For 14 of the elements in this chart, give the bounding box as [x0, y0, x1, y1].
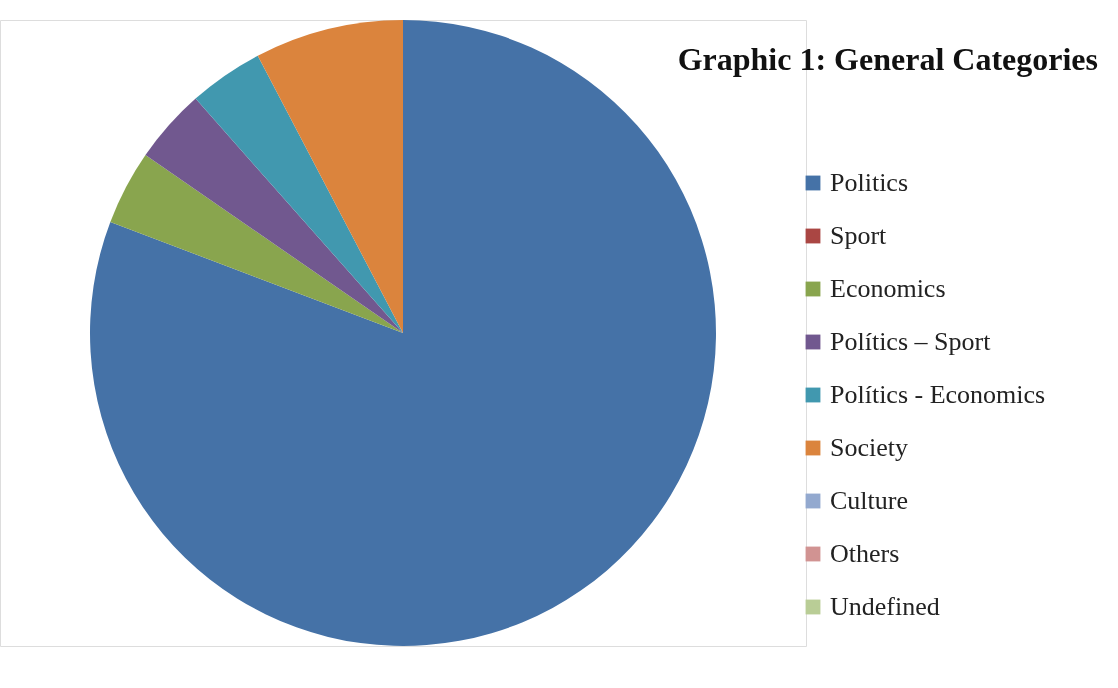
legend-label: Others [830, 539, 900, 568]
legend-label: Polítics - Economics [830, 380, 1046, 409]
legend-label: Sport [830, 221, 888, 250]
legend-label: Society [830, 433, 908, 462]
pie-slice [195, 55, 403, 333]
pie-slice [257, 20, 403, 333]
pie-slice [110, 155, 403, 333]
legend-label: Politics [830, 168, 909, 197]
text: Graphic 1: General Categories [677, 41, 1098, 77]
legend-label: Polítics – Sport [830, 327, 992, 356]
pie-slice [145, 98, 403, 333]
legend-label: Economics [830, 274, 946, 303]
legend-label: Undefined [830, 592, 940, 621]
legend-label: Culture [830, 486, 908, 515]
